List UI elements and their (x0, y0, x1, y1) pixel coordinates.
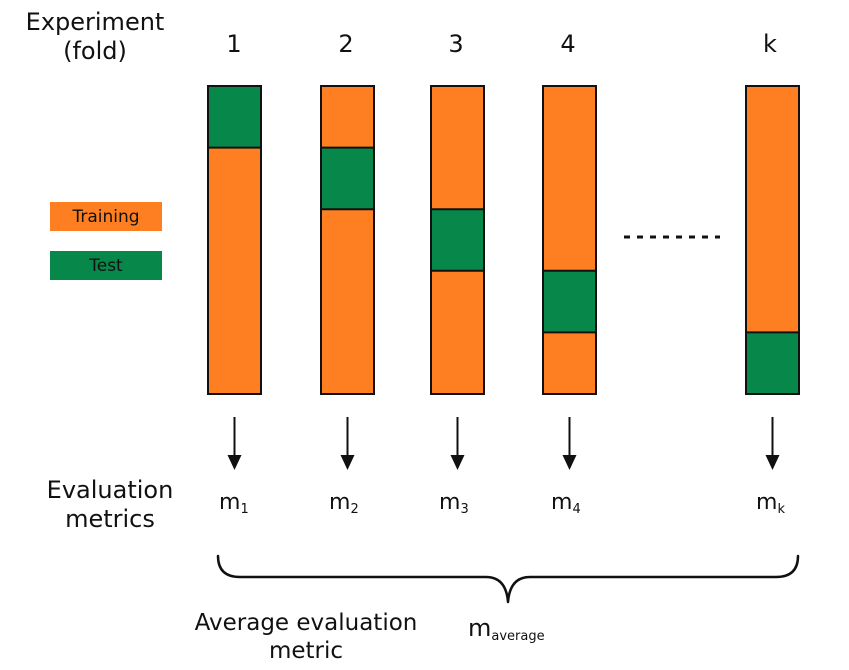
fold-k-bar-outline (745, 85, 800, 395)
average-metric-base: m (468, 614, 492, 642)
fold-k-test-segment (746, 332, 799, 394)
fold-2-arrow-head (340, 455, 355, 470)
experiment-title: Experiment (fold) (20, 8, 170, 66)
fold-2-bar-outline (320, 85, 375, 395)
metric-1: m1 (219, 490, 249, 518)
legend-test-label: Test (89, 255, 123, 276)
fold-label-3: 3 (448, 30, 464, 58)
metric-1-base: m (219, 490, 241, 515)
metric-3: m3 (439, 490, 469, 518)
metric-2: m2 (329, 490, 359, 518)
fold-k-arrow-head (765, 455, 780, 470)
experiment-title-line2: (fold) (63, 36, 127, 65)
fold-3-test-segment (431, 209, 484, 271)
average-metric-line2: metric (268, 637, 344, 664)
metric-k: mk (756, 490, 785, 518)
metric-2-base: m (329, 490, 351, 515)
fold-2-test-segment (321, 147, 374, 210)
evaluation-metrics-line1: Evaluation (46, 476, 174, 504)
metric-k-base: m (756, 490, 778, 515)
legend-training: Training (50, 202, 162, 231)
metric-4-base: m (551, 490, 573, 515)
metric-4: m4 (551, 490, 581, 518)
fold-label-2: 2 (338, 30, 354, 58)
fold-4-bar-outline (542, 85, 597, 395)
metric-3-sub: 3 (460, 502, 469, 517)
legend-test: Test (50, 251, 162, 280)
fold-label-1: 1 (226, 30, 242, 58)
evaluation-metrics-line2: metrics (65, 504, 155, 533)
metric-4-sub: 4 (572, 502, 581, 517)
average-metric-sub: average (491, 629, 545, 644)
fold-4-test-segment (543, 270, 596, 333)
fold-4-arrow-head (562, 455, 577, 470)
metric-k-sub: k (777, 502, 785, 517)
metric-3-base: m (439, 490, 461, 515)
average-brace (216, 554, 800, 604)
fold-label-4: 4 (560, 30, 576, 58)
metric-2-sub: 2 (350, 502, 359, 517)
experiment-title-line1: Experiment (25, 8, 165, 36)
fold-3-arrow-head (450, 455, 465, 470)
fold-1-bar-outline (207, 85, 262, 395)
metric-1-sub: 1 (240, 502, 249, 517)
fold-2-training (321, 86, 374, 394)
fold-1-test-segment (208, 86, 261, 148)
average-metric-label: Average evaluation metric (186, 610, 426, 665)
fold-label-k: k (763, 30, 777, 58)
fold-4-training (543, 86, 596, 394)
average-metric-line1: Average evaluation (194, 610, 418, 636)
evaluation-metrics-label: Evaluation metrics (35, 476, 185, 534)
fold-3-bar-outline (430, 85, 485, 395)
fold-1-arrow-head (227, 455, 242, 470)
average-metric-symbol: maverage (468, 614, 545, 645)
legend-training-label: Training (72, 206, 140, 227)
